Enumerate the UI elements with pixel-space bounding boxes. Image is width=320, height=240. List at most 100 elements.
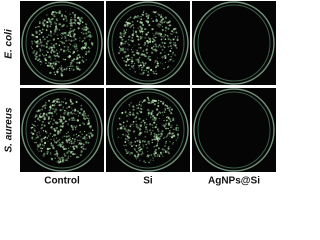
dish-panel [106, 1, 190, 85]
colony [161, 28, 164, 32]
colony [165, 122, 168, 125]
colony [55, 137, 58, 139]
colony [139, 30, 142, 33]
colony [132, 123, 134, 126]
colony [136, 16, 138, 18]
colony [161, 36, 163, 38]
colony [66, 46, 68, 48]
colony [165, 119, 168, 122]
colony [152, 49, 154, 51]
colony [76, 57, 79, 60]
colony [46, 24, 49, 27]
colony [40, 150, 43, 152]
colony [157, 133, 160, 136]
colony [157, 127, 159, 130]
colony [150, 17, 153, 20]
colony [76, 56, 78, 58]
colony [55, 108, 58, 111]
colony [50, 19, 52, 21]
colony [161, 111, 164, 114]
colony [87, 119, 90, 122]
colony [73, 39, 75, 42]
colony [139, 73, 141, 75]
colony [127, 136, 130, 139]
colony [49, 120, 51, 123]
colony [36, 136, 40, 139]
colony [49, 152, 52, 155]
colony [89, 132, 92, 135]
colony [140, 15, 142, 18]
colony [69, 30, 72, 33]
colony [157, 13, 159, 15]
colony [80, 47, 83, 50]
colony [68, 43, 71, 45]
colony [138, 143, 141, 146]
colony [67, 157, 70, 160]
colony [54, 153, 56, 156]
colony [154, 150, 156, 153]
colony [138, 47, 140, 49]
colony [48, 34, 50, 36]
colony [78, 135, 80, 137]
colony [135, 115, 138, 117]
colony [124, 48, 126, 50]
colony [140, 53, 143, 56]
colony [170, 33, 172, 35]
colony [170, 39, 172, 41]
colony [129, 68, 131, 71]
colony [59, 23, 62, 26]
dish-inner-rim [197, 91, 271, 169]
colony [141, 13, 144, 16]
colony [81, 133, 83, 135]
colony [79, 18, 81, 21]
colony [137, 52, 140, 55]
colony [127, 42, 129, 44]
colony [139, 25, 142, 28]
colony [55, 49, 58, 51]
colony [160, 133, 163, 136]
colony [157, 147, 160, 150]
colony [35, 52, 38, 56]
colony [50, 152, 52, 154]
colony [128, 113, 130, 115]
colony [155, 36, 157, 39]
figure-canvas: E. coli S. aureus Control Si AgNPs@Si [4, 1, 276, 187]
colony [72, 52, 74, 55]
colony [152, 101, 154, 104]
colony [85, 26, 88, 29]
colony [153, 116, 156, 119]
colony [147, 17, 150, 20]
colony [42, 154, 45, 157]
column-label: Si [143, 176, 153, 187]
colony [148, 142, 150, 145]
colony [49, 147, 51, 150]
colony [128, 129, 132, 132]
colony [127, 152, 129, 154]
colony [134, 30, 138, 33]
colony [125, 128, 128, 131]
colony [61, 141, 64, 144]
colony [156, 64, 159, 67]
colony [64, 147, 67, 150]
colony [52, 44, 55, 47]
colony [174, 41, 176, 44]
colony [65, 39, 68, 42]
colony [142, 146, 145, 148]
colony [53, 16, 55, 18]
colony [64, 10, 67, 12]
colony [118, 46, 121, 48]
colony [42, 23, 44, 25]
colony [42, 36, 45, 38]
colony [156, 24, 158, 26]
colony [74, 19, 77, 22]
colony [70, 140, 73, 143]
colony [175, 46, 178, 49]
colony [164, 109, 167, 111]
colony [119, 49, 122, 52]
colony [77, 156, 80, 158]
colony [60, 114, 62, 116]
colony [138, 56, 141, 59]
colony [46, 44, 48, 46]
colony [87, 132, 89, 134]
colony [86, 51, 88, 54]
